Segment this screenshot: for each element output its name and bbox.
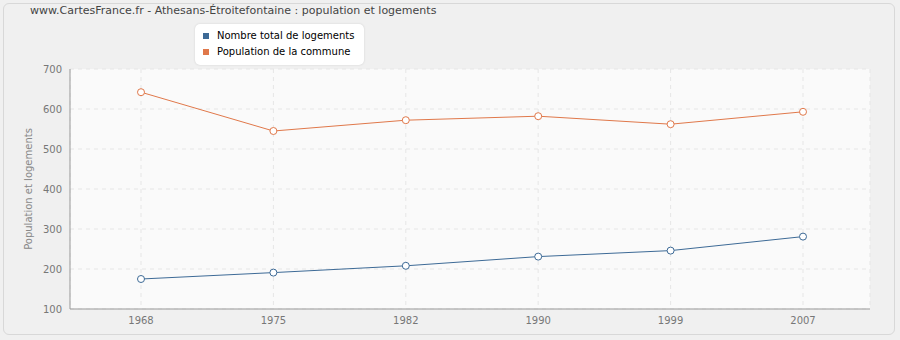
svg-text:100: 100 [43, 304, 62, 315]
svg-text:1982: 1982 [393, 315, 418, 326]
html-text:www.CartesFrance.fr - Athesans: www.CartesFrance.fr - Athesans-Étroitefo… [30, 4, 437, 17]
svg-text:200: 200 [43, 264, 62, 275]
svg-text:300: 300 [43, 224, 62, 235]
svg-text:600: 600 [43, 104, 62, 115]
html-text:Nombre total de logements: Nombre total de logements [217, 30, 355, 41]
html-text:Population de la commune: Population de la commune [217, 46, 351, 57]
svg-text:1975: 1975 [261, 315, 286, 326]
svg-text:2007: 2007 [790, 315, 815, 326]
svg-text:500: 500 [43, 144, 62, 155]
svg-text:400: 400 [43, 184, 62, 195]
svg-text:Population et logements: Population et logements [23, 128, 34, 250]
svg-text:1968: 1968 [128, 315, 153, 326]
svg-text:700: 700 [43, 64, 62, 75]
svg-text:1990: 1990 [525, 315, 550, 326]
svg-text:1999: 1999 [658, 315, 683, 326]
